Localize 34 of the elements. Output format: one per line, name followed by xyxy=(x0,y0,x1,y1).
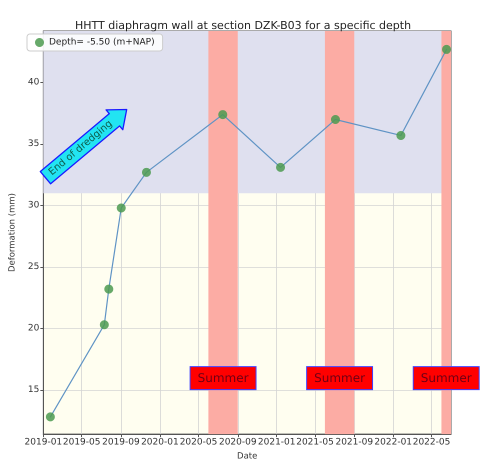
y-tick-label: 15 xyxy=(28,384,40,395)
point xyxy=(100,320,109,330)
point xyxy=(276,162,286,172)
point xyxy=(442,44,452,54)
chart-title: HHTT diaphragm wall at section DZK-B03 for a specific depth xyxy=(74,19,412,32)
band-label: Summer xyxy=(420,371,472,386)
x-tick-label: 2020-09 xyxy=(218,438,257,448)
x-tick-label: 2020-01 xyxy=(141,438,179,448)
y-tick-label: 40 xyxy=(28,78,40,88)
x-tick-label: 2020-05 xyxy=(180,438,218,448)
y-tick-label: 35 xyxy=(28,139,40,150)
point xyxy=(218,110,228,120)
x-tick-label: 2022-01 xyxy=(374,438,412,448)
y-axis-title: Deformation (mm) xyxy=(8,193,18,272)
point xyxy=(116,203,126,212)
x-tick-label: 2021-05 xyxy=(296,438,334,448)
x-tick-label: 2022-05 xyxy=(412,438,450,448)
y-tick-label: 25 xyxy=(28,262,40,272)
point xyxy=(396,130,406,140)
point xyxy=(330,114,340,124)
point xyxy=(104,284,114,294)
x-tick-label: 2021-09 xyxy=(335,438,374,448)
x-tick-label: 2019-05 xyxy=(62,438,100,448)
x-axis-title: Date xyxy=(237,452,258,462)
x-tick-label: 2019-09 xyxy=(102,438,140,448)
x-tick-label: 2019-01 xyxy=(24,438,62,448)
x-tick-label: 2021-01 xyxy=(258,438,296,448)
band-label: Summer xyxy=(314,371,366,386)
band-label: Summer xyxy=(198,371,249,386)
legend-label: Depth= -5.50 (m+NAP) xyxy=(49,38,155,48)
y-tick-label: 30 xyxy=(28,200,40,211)
y-tick-label: 20 xyxy=(28,323,40,334)
point xyxy=(46,412,55,422)
point xyxy=(142,168,151,177)
